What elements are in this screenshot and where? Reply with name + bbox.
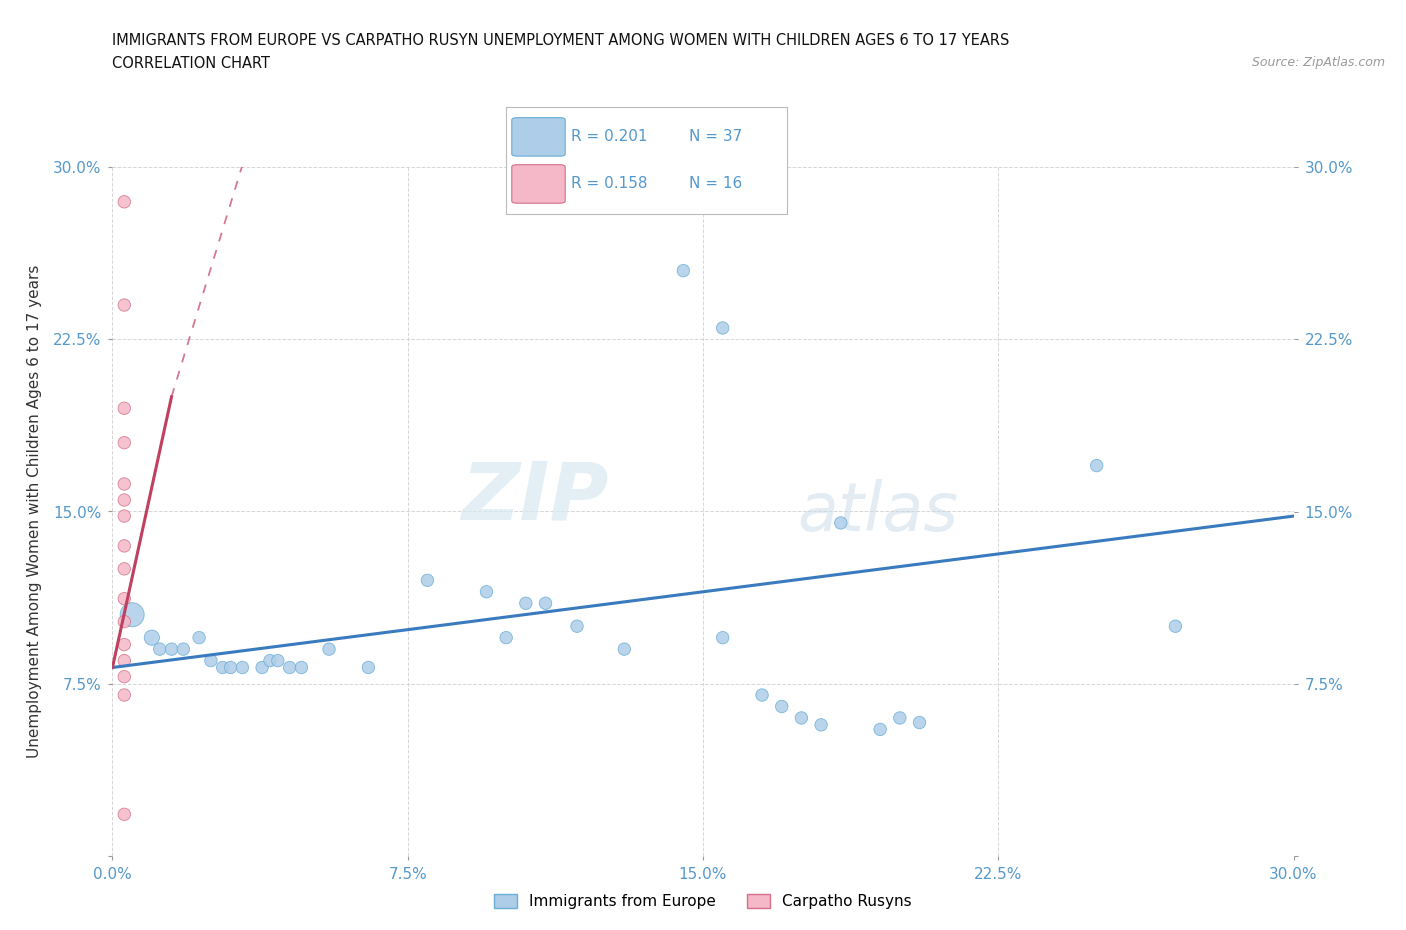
Point xyxy=(219,660,242,675)
Text: atlas: atlas xyxy=(797,479,959,544)
Point xyxy=(172,642,194,657)
FancyBboxPatch shape xyxy=(512,118,565,156)
Point xyxy=(231,660,253,675)
Text: Source: ZipAtlas.com: Source: ZipAtlas.com xyxy=(1251,56,1385,69)
Point xyxy=(149,642,172,657)
Point xyxy=(790,711,813,725)
Point xyxy=(751,687,773,702)
Point xyxy=(112,493,135,508)
Text: N = 16: N = 16 xyxy=(689,177,742,192)
Point xyxy=(112,687,135,702)
Text: N = 37: N = 37 xyxy=(689,129,742,144)
Point xyxy=(711,631,734,645)
Point xyxy=(250,660,273,675)
Point xyxy=(495,631,517,645)
FancyBboxPatch shape xyxy=(512,165,565,204)
Point xyxy=(141,631,163,645)
Point xyxy=(112,476,135,491)
Point xyxy=(267,653,290,668)
Point xyxy=(1085,458,1108,473)
Point xyxy=(565,618,588,633)
Point xyxy=(112,298,135,312)
Point xyxy=(475,584,498,599)
Point xyxy=(290,660,312,675)
Text: IMMIGRANTS FROM EUROPE VS CARPATHO RUSYN UNEMPLOYMENT AMONG WOMEN WITH CHILDREN : IMMIGRANTS FROM EUROPE VS CARPATHO RUSYN… xyxy=(112,33,1010,47)
Point xyxy=(211,660,233,675)
Point xyxy=(121,607,143,622)
Legend: Immigrants from Europe, Carpatho Rusyns: Immigrants from Europe, Carpatho Rusyns xyxy=(486,886,920,917)
Point xyxy=(112,401,135,416)
Point xyxy=(112,670,135,684)
Text: R = 0.158: R = 0.158 xyxy=(571,177,647,192)
Point xyxy=(112,614,135,629)
Point xyxy=(416,573,439,588)
Point xyxy=(711,321,734,336)
Point xyxy=(200,653,222,668)
Point xyxy=(112,562,135,577)
Point xyxy=(112,653,135,668)
Point xyxy=(112,538,135,553)
Point xyxy=(112,807,135,822)
Point xyxy=(278,660,301,675)
Text: ZIP: ZIP xyxy=(461,458,609,537)
Point xyxy=(869,722,891,737)
Point xyxy=(810,717,832,732)
Text: R = 0.201: R = 0.201 xyxy=(571,129,647,144)
Point xyxy=(534,596,557,611)
Point xyxy=(613,642,636,657)
Point xyxy=(770,699,793,714)
Point xyxy=(672,263,695,278)
Point xyxy=(259,653,281,668)
Point xyxy=(112,435,135,450)
Point xyxy=(908,715,931,730)
Point xyxy=(1164,618,1187,633)
Text: CORRELATION CHART: CORRELATION CHART xyxy=(112,56,270,71)
Point xyxy=(112,591,135,606)
Point xyxy=(160,642,183,657)
Point xyxy=(889,711,911,725)
Point xyxy=(112,509,135,524)
Point xyxy=(112,637,135,652)
Point xyxy=(112,194,135,209)
Point xyxy=(830,515,852,530)
Point xyxy=(188,631,211,645)
Y-axis label: Unemployment Among Women with Children Ages 6 to 17 years: Unemployment Among Women with Children A… xyxy=(27,265,42,758)
Point xyxy=(318,642,340,657)
Point xyxy=(515,596,537,611)
Point xyxy=(357,660,380,675)
